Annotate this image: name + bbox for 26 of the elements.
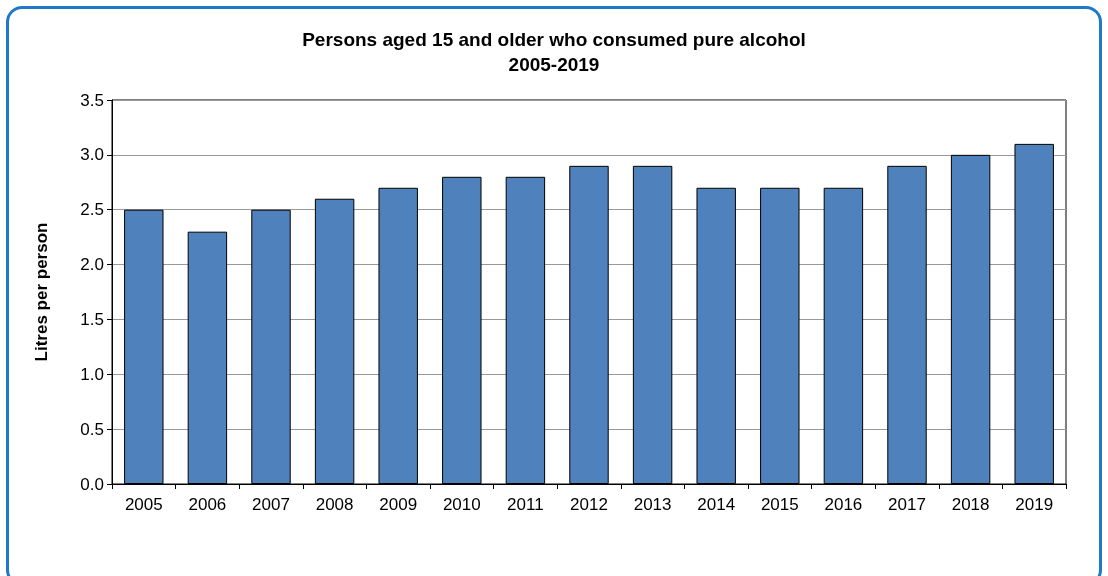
x-tick-label: 2014 (697, 495, 736, 514)
x-tick-label: 2015 (760, 495, 799, 514)
x-tick-label: 2019 (1015, 495, 1054, 514)
y-tick-label: 0.0 (80, 474, 104, 494)
y-tick-label: 3.5 (80, 90, 104, 110)
x-tick-label: 2016 (824, 495, 863, 514)
y-tick-label: 1.0 (80, 364, 104, 384)
x-tick-label: 2012 (570, 495, 608, 514)
x-tick-label: 2006 (188, 495, 227, 514)
y-tick-label: 0.5 (80, 419, 104, 439)
x-tick-label: 2007 (252, 495, 290, 514)
y-axis-title: Litres per person (32, 222, 51, 362)
x-tick-label: 2011 (507, 495, 544, 514)
chart-subtitle: 2005-2019 (508, 54, 600, 75)
x-tick-label: 2013 (633, 495, 672, 514)
x-tick-label: 2018 (951, 495, 990, 514)
y-tick-label: 3.0 (80, 145, 104, 165)
x-tick-label: 2005 (124, 495, 163, 514)
y-tick-label: 2.5 (80, 200, 104, 220)
chart-title: Persons aged 15 and older who consumed pure alcohol (302, 29, 806, 50)
x-tick-label: 2008 (315, 495, 354, 514)
x-tick-label: 2009 (379, 495, 418, 514)
x-tick-label: 2010 (442, 495, 481, 514)
y-tick-label: 1.5 (80, 309, 104, 329)
x-tick-label: 2017 (888, 495, 926, 514)
y-tick-label: 2.0 (80, 255, 104, 275)
